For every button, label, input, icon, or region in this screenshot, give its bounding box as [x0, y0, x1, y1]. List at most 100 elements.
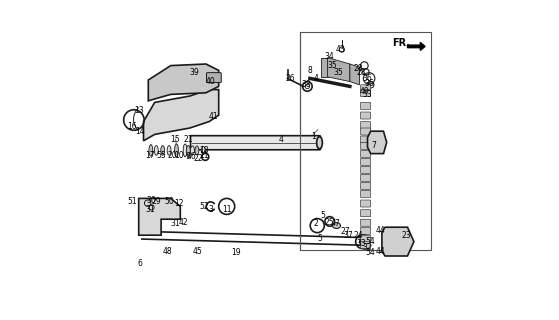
Ellipse shape	[149, 145, 153, 156]
Text: 31: 31	[145, 205, 155, 214]
FancyBboxPatch shape	[361, 235, 371, 242]
Ellipse shape	[167, 146, 171, 155]
Polygon shape	[148, 64, 219, 101]
FancyBboxPatch shape	[361, 166, 371, 173]
FancyBboxPatch shape	[361, 128, 371, 135]
Ellipse shape	[154, 146, 158, 155]
Text: 5: 5	[320, 212, 325, 220]
FancyBboxPatch shape	[361, 219, 371, 226]
Text: 2: 2	[314, 220, 319, 228]
FancyBboxPatch shape	[361, 142, 371, 149]
FancyBboxPatch shape	[361, 174, 371, 181]
Text: 51: 51	[127, 197, 137, 206]
Text: 16: 16	[127, 122, 137, 131]
Text: 54: 54	[366, 237, 376, 246]
Text: 32: 32	[363, 244, 372, 252]
Polygon shape	[328, 58, 350, 82]
Text: 9: 9	[186, 152, 191, 161]
Text: 44: 44	[376, 226, 385, 235]
FancyBboxPatch shape	[361, 182, 371, 189]
Text: 15: 15	[170, 135, 181, 144]
Text: 3: 3	[209, 205, 213, 214]
Text: 55: 55	[156, 151, 166, 160]
Ellipse shape	[186, 146, 190, 155]
Polygon shape	[367, 131, 387, 154]
Text: 23: 23	[401, 231, 411, 240]
Text: 53: 53	[363, 90, 372, 99]
Text: 30: 30	[146, 196, 157, 204]
Text: 49: 49	[359, 87, 369, 96]
Text: 42: 42	[179, 218, 188, 227]
Text: 5: 5	[317, 234, 322, 243]
Text: 46: 46	[187, 152, 196, 161]
Text: 31: 31	[170, 220, 181, 228]
FancyBboxPatch shape	[361, 136, 371, 143]
Text: 21: 21	[183, 135, 193, 144]
Text: 39: 39	[190, 68, 200, 76]
FancyBboxPatch shape	[361, 85, 371, 92]
Text: 29: 29	[151, 197, 161, 206]
Text: 38: 38	[302, 80, 311, 89]
FancyBboxPatch shape	[361, 242, 371, 249]
Text: 44: 44	[376, 247, 385, 256]
Text: 52: 52	[200, 202, 209, 211]
Text: 4: 4	[314, 74, 319, 83]
FancyBboxPatch shape	[361, 112, 371, 119]
FancyBboxPatch shape	[361, 122, 371, 129]
Text: 35: 35	[334, 68, 344, 76]
FancyBboxPatch shape	[191, 136, 320, 150]
FancyBboxPatch shape	[361, 102, 371, 109]
Text: 48: 48	[163, 247, 172, 256]
FancyBboxPatch shape	[361, 200, 371, 207]
Text: 28: 28	[356, 68, 366, 76]
FancyBboxPatch shape	[361, 90, 371, 97]
Polygon shape	[144, 90, 219, 141]
Text: 47: 47	[330, 220, 340, 228]
Text: 24: 24	[353, 231, 363, 240]
Text: 7: 7	[372, 141, 376, 150]
Text: 18: 18	[200, 146, 209, 155]
FancyBboxPatch shape	[361, 210, 371, 217]
Text: 40: 40	[206, 77, 216, 86]
Text: 33: 33	[356, 239, 366, 248]
Text: 36: 36	[363, 74, 372, 83]
Text: 35: 35	[328, 61, 337, 70]
Text: 11: 11	[200, 151, 209, 160]
Ellipse shape	[183, 144, 187, 157]
FancyBboxPatch shape	[361, 150, 371, 157]
Text: 45: 45	[193, 247, 203, 256]
Text: 4: 4	[279, 135, 283, 144]
Ellipse shape	[333, 223, 340, 228]
Text: 14: 14	[135, 127, 145, 136]
Text: 11: 11	[222, 205, 231, 214]
Text: 8: 8	[307, 66, 312, 75]
FancyArrow shape	[408, 43, 425, 51]
FancyBboxPatch shape	[361, 158, 371, 165]
Text: 13: 13	[134, 106, 144, 115]
Text: 25: 25	[324, 218, 334, 227]
Text: 1: 1	[311, 132, 315, 140]
Text: 27: 27	[340, 228, 350, 236]
Text: 28: 28	[353, 64, 363, 73]
FancyBboxPatch shape	[361, 190, 371, 197]
Text: 10: 10	[174, 151, 183, 160]
Text: 12: 12	[174, 199, 183, 208]
Text: 22: 22	[193, 154, 203, 163]
Ellipse shape	[191, 146, 195, 155]
Text: 6: 6	[138, 260, 143, 268]
Text: 17: 17	[145, 151, 155, 160]
FancyBboxPatch shape	[361, 227, 371, 234]
Ellipse shape	[174, 144, 178, 157]
FancyBboxPatch shape	[206, 73, 221, 83]
Text: 26: 26	[286, 74, 296, 83]
Ellipse shape	[201, 147, 205, 155]
Text: 50: 50	[164, 197, 174, 206]
Text: 41: 41	[209, 112, 219, 121]
Polygon shape	[321, 58, 328, 77]
Text: 36: 36	[364, 79, 374, 88]
Polygon shape	[382, 227, 414, 256]
Text: 37: 37	[343, 231, 353, 240]
Ellipse shape	[195, 146, 199, 155]
Text: 19: 19	[231, 248, 241, 257]
Polygon shape	[350, 64, 359, 85]
